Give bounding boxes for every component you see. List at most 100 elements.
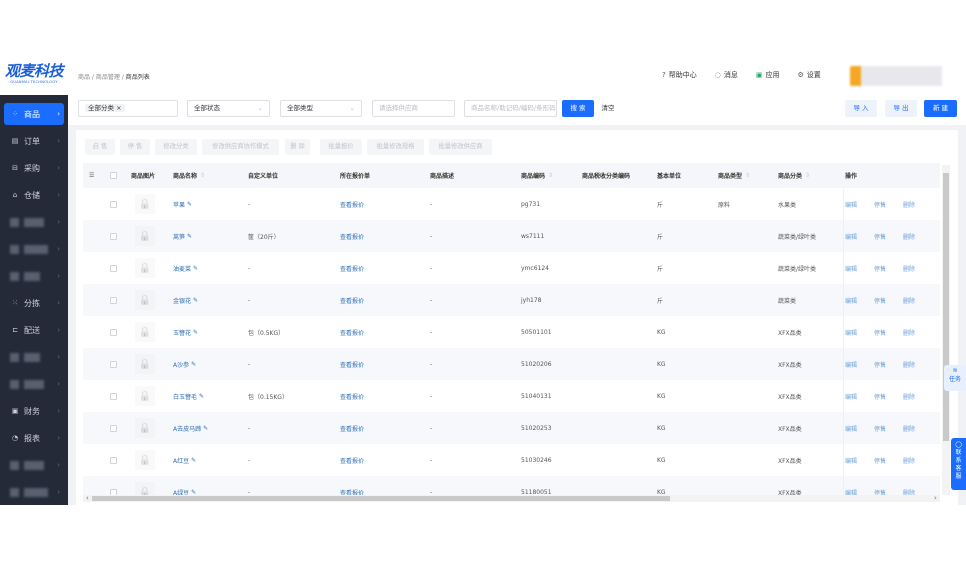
view-quote-link[interactable]: 查看报价 (340, 201, 365, 209)
topnav-bell[interactable]: ◌ 消息 (715, 70, 738, 80)
cell-name[interactable]: 白玉簪毛 ✎ (173, 380, 204, 412)
row-op-label[interactable]: 停售 (874, 393, 887, 401)
row-op-delete[interactable]: 删除 (903, 412, 915, 444)
cell-name[interactable]: A红豆 ✎ (173, 444, 196, 476)
row-op-label[interactable]: 编辑 (845, 297, 858, 305)
product-name-link[interactable]: A沙参 (173, 361, 190, 369)
row-op-label[interactable]: 停售 (874, 201, 887, 209)
row-checkbox-cell[interactable] (110, 188, 117, 220)
sidebar-item-hidden[interactable]: › (4, 238, 64, 260)
row-op-label[interactable]: 删除 (903, 297, 916, 305)
sidebar-item-sort[interactable]: ⁙ 分拣 › (4, 292, 64, 314)
scroll-left-icon[interactable]: ‹ (86, 494, 89, 502)
row-checkbox-cell[interactable] (110, 380, 117, 412)
row-op-delete[interactable]: 删除 (903, 252, 915, 284)
breadcrumb-item[interactable]: 商品 (78, 74, 91, 81)
row-checkbox[interactable] (110, 328, 117, 336)
sidebar-item-truck[interactable]: ⊏ 配送 › (4, 319, 64, 341)
row-op-label[interactable]: 停售 (874, 489, 887, 497)
row-checkbox[interactable] (110, 232, 117, 240)
sidebar-item-cart[interactable]: ⊟ 采购 › (4, 157, 64, 179)
row-op-label[interactable]: 删除 (903, 329, 916, 337)
product-name-link[interactable]: 玉簪花 (173, 329, 192, 337)
sidebar-item-finance[interactable]: ▣ 财务 › (4, 400, 64, 422)
product-name-link[interactable]: A红豆 (173, 457, 190, 465)
row-op-label[interactable]: 编辑 (845, 361, 858, 369)
cell-quote[interactable]: 查看报价 (340, 412, 364, 444)
category-select[interactable]: 全部分类 × (78, 100, 178, 117)
clear-button[interactable]: 清空 (601, 104, 615, 112)
cell-name[interactable]: 玉簪花 ✎ (173, 316, 198, 348)
row-op-label[interactable]: 编辑 (845, 425, 858, 433)
logo[interactable]: 观麦科技 GUANMAI·TECHNOLOGY (0, 62, 68, 94)
view-quote-link[interactable]: 查看报价 (340, 393, 365, 401)
row-checkbox[interactable] (110, 296, 117, 304)
product-name-link[interactable]: 莴笋 (173, 233, 186, 241)
export-button[interactable]: 导 出 (885, 100, 917, 117)
edit-pencil-icon[interactable]: ✎ (193, 296, 199, 304)
sort-icon[interactable]: ⇕ (805, 172, 811, 179)
row-op-label[interactable]: 删除 (903, 489, 916, 497)
row-op-stop-sale[interactable]: 停售 (874, 412, 886, 444)
view-quote-link[interactable]: 查看报价 (340, 361, 365, 369)
row-op-label[interactable]: 停售 (874, 457, 887, 465)
cell-quote[interactable]: 查看报价 (340, 316, 364, 348)
view-quote-link[interactable]: 查看报价 (340, 265, 365, 273)
product-name-link[interactable]: A去皮马蹄 (173, 425, 202, 433)
scroll-right-icon[interactable]: › (934, 494, 937, 502)
row-op-delete[interactable]: 删除 (903, 284, 915, 316)
row-checkbox-cell[interactable] (110, 476, 117, 496)
cell-name[interactable]: 金银花 ✎ (173, 284, 198, 316)
topnav-app[interactable]: ▣ 应用 (756, 70, 780, 80)
row-op-label[interactable]: 删除 (903, 233, 916, 241)
row-checkbox[interactable] (110, 200, 117, 208)
view-quote-link[interactable]: 查看报价 (340, 329, 365, 337)
sidebar-item-warehouse[interactable]: ⌂ 仓储 › (4, 184, 64, 206)
row-op-edit[interactable]: 编辑 (845, 220, 857, 252)
sidebar-item-hidden[interactable]: › (4, 265, 64, 287)
row-op-label[interactable]: 编辑 (845, 393, 858, 401)
row-op-label[interactable]: 停售 (874, 329, 887, 337)
type-select[interactable]: 全部类型 ⌄ (280, 100, 362, 117)
product-name-link[interactable]: 油麦菜 (173, 265, 192, 273)
row-checkbox-cell[interactable] (110, 348, 117, 380)
row-checkbox-cell[interactable] (110, 252, 117, 284)
row-checkbox-cell[interactable] (110, 220, 117, 252)
breadcrumb-item[interactable]: 商品管理 (95, 74, 120, 81)
sidebar-item-grid[interactable]: ⁘ 商品 › (4, 103, 64, 125)
row-op-label[interactable]: 编辑 (845, 233, 858, 241)
view-quote-link[interactable]: 查看报价 (340, 425, 365, 433)
row-op-edit[interactable]: 编辑 (845, 316, 857, 348)
row-op-label[interactable]: 删除 (903, 457, 916, 465)
horizontal-scroll-thumb[interactable] (92, 496, 670, 501)
row-op-edit[interactable]: 编辑 (845, 476, 857, 497)
batch-action-button[interactable]: 启 售 (85, 139, 115, 155)
row-op-label[interactable]: 编辑 (845, 265, 858, 273)
row-checkbox[interactable] (110, 360, 117, 368)
row-op-stop-sale[interactable]: 停售 (874, 188, 886, 220)
vertical-scroll-thumb[interactable] (943, 173, 949, 441)
select-all-checkbox[interactable] (110, 163, 117, 188)
edit-pencil-icon[interactable]: ✎ (199, 392, 205, 400)
sort-icon[interactable]: ⇕ (548, 172, 554, 179)
row-op-label[interactable]: 停售 (874, 425, 887, 433)
sidebar-item-hidden[interactable]: › (4, 373, 64, 395)
batch-action-button[interactable]: 批量修改供应商 (429, 139, 492, 155)
row-checkbox[interactable] (110, 424, 117, 432)
row-op-stop-sale[interactable]: 停售 (874, 220, 886, 252)
view-quote-link[interactable]: 查看报价 (340, 297, 365, 305)
row-op-stop-sale[interactable]: 停售 (874, 284, 886, 316)
row-op-edit[interactable]: 编辑 (845, 380, 857, 412)
row-op-edit[interactable]: 编辑 (845, 188, 857, 220)
batch-action-button[interactable]: 修改供应商协作模式 (202, 139, 279, 155)
row-op-label[interactable]: 停售 (874, 233, 887, 241)
batch-action-button[interactable]: 批量修改规格 (367, 139, 424, 155)
row-op-label[interactable]: 编辑 (845, 457, 858, 465)
view-quote-link[interactable]: 查看报价 (340, 489, 365, 497)
product-name-link[interactable]: 白玉簪毛 (173, 393, 198, 401)
view-quote-link[interactable]: 查看报价 (340, 457, 365, 465)
create-button[interactable]: 新 建 (924, 100, 957, 117)
row-op-label[interactable]: 删除 (903, 201, 916, 209)
edit-pencil-icon[interactable]: ✎ (193, 328, 199, 336)
row-op-stop-sale[interactable]: 停售 (874, 316, 886, 348)
